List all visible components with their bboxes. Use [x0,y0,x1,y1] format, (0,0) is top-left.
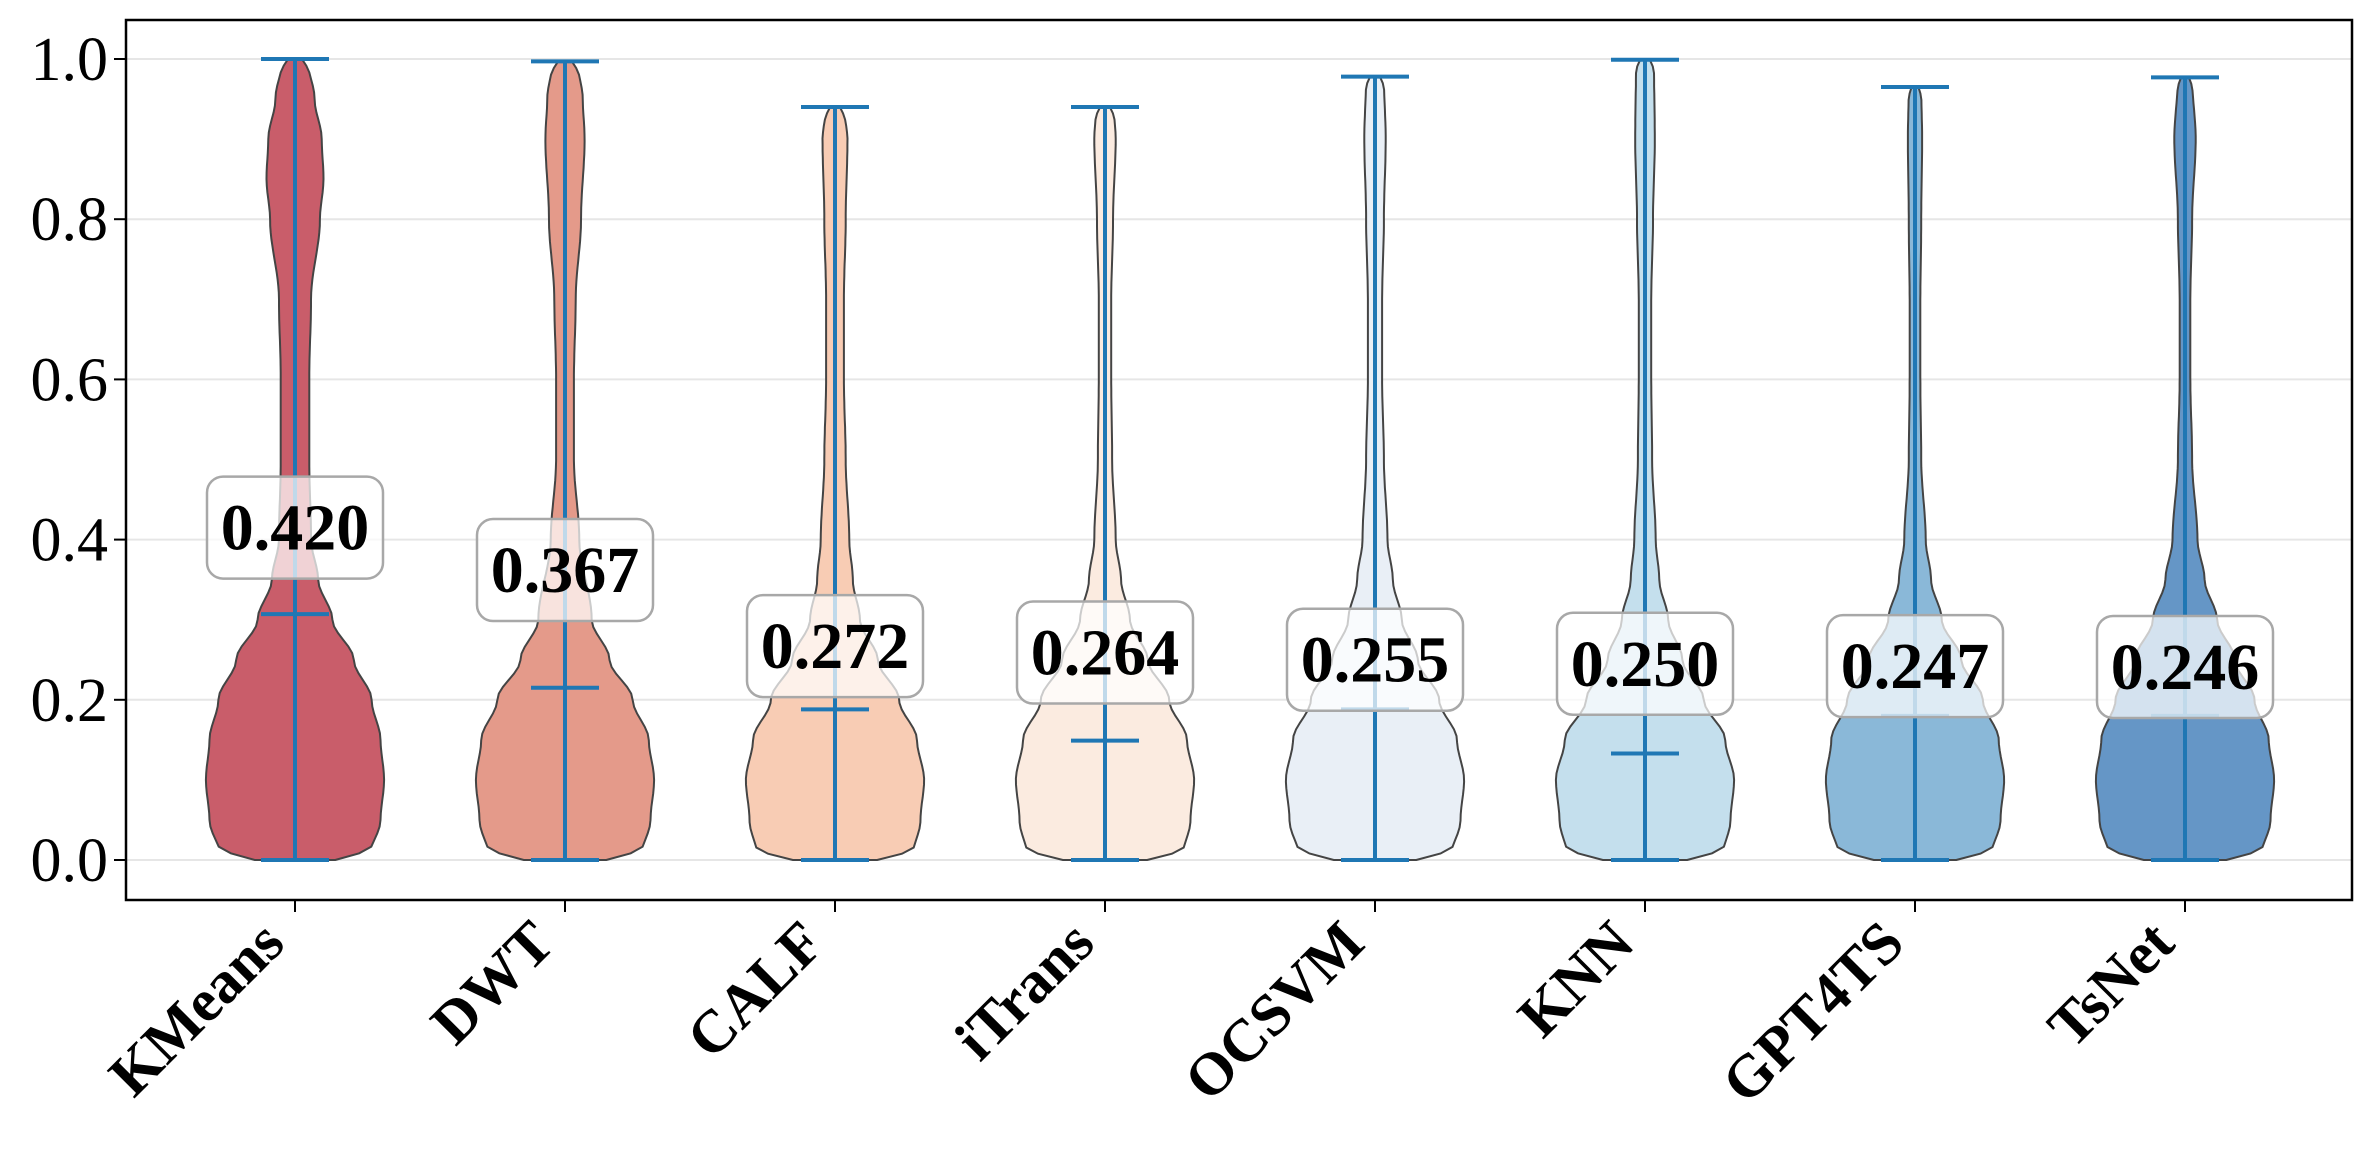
mean-value-label: 0.246 [2111,631,2260,704]
violin-kmeans [204,57,386,862]
y-tick-label: 1.0 [31,26,109,94]
grid-lines [126,58,2352,861]
mean-label-box [1285,607,1465,712]
mean-value-label: 0.264 [1031,617,1180,690]
plot-frame [124,18,2354,902]
x-tick-label: CALF [674,909,836,1071]
y-tick-label: 0.2 [31,667,109,735]
x-tick-label: GPT4TS [1709,909,1916,1116]
x-tick-label: OCSVM [1172,909,1377,1114]
x-tick-label: DWT [418,909,566,1057]
y-tick-label: 0.4 [31,507,109,575]
mean-label-box [1825,613,2005,719]
violin-ocsvm [1284,74,1466,862]
mean-value-label: 0.272 [761,610,910,683]
mean-value-label: 0.250 [1571,628,1720,701]
violins [204,57,2276,862]
mean-label-box [205,475,385,580]
mean-label-box [475,517,655,623]
violin-knn [1554,57,1736,862]
mean-label-box [1015,600,1195,705]
mean-value-label: 0.247 [1841,630,1990,703]
violin-gpt4ts [1824,85,2006,862]
mean-labels: 0.420 0.367 0.272 0.264 0.255 0.250 0.247 0.246 [205,475,2275,720]
mean-value-label: 0.420 [221,492,370,565]
x-tick-label: KMeans [96,909,296,1109]
y-tick-label: 0.8 [31,186,109,254]
y-tick-label: 0.0 [31,827,109,895]
mean-value-label: 0.255 [1301,624,1450,697]
x-tick-label: iTrans [942,909,1106,1073]
mean-label-box [745,593,925,699]
x-tick-label: TsNet [2035,909,2186,1060]
x-tick-label: KNN [1505,909,1646,1050]
violin-dwt [474,59,656,862]
mean-label-box [2095,614,2275,720]
y-tick-label: 0.6 [31,346,109,414]
mean-value-label: 0.367 [491,534,640,607]
violin-tsnet [2094,75,2276,862]
mean-label-box [1555,611,1735,716]
